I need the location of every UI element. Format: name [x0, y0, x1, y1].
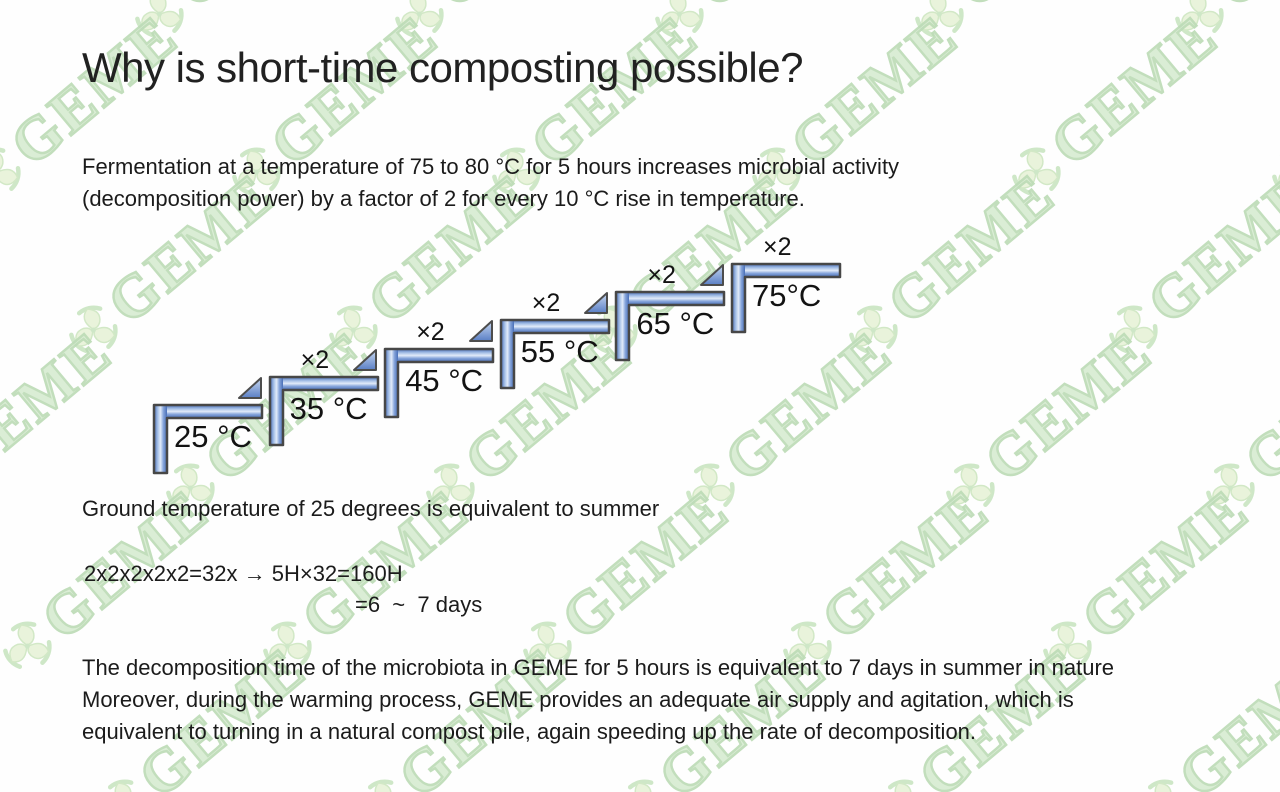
- geme-logo-icon: [849, 305, 898, 353]
- multiplier-label: ×2: [300, 345, 330, 374]
- watermark-stamp: GEME: [477, 1, 711, 212]
- staircase-step-shape: [383, 347, 495, 418]
- watermark-stamp: GEME: [314, 159, 548, 370]
- watermark-stamp: GEME: [411, 317, 645, 528]
- temperature-label: 45 °C: [405, 362, 484, 398]
- geme-logo-icon: [1012, 147, 1061, 195]
- staircase-step-shape: [268, 375, 379, 447]
- geme-logo-icon: [752, 147, 801, 195]
- watermark-stamp: GEME: [768, 475, 1002, 686]
- watermark-stamp: GEME: [1125, 633, 1280, 792]
- multiplier-label: ×2: [763, 233, 792, 261]
- multiplier-label: ×2: [531, 289, 561, 318]
- ground-temperature-note: Ground temperature of 25 degrees is equi…: [82, 496, 660, 521]
- geme-logo-icon: [166, 463, 215, 511]
- temperature-label: 25 °C: [174, 419, 252, 454]
- geme-logo-icon: [0, 147, 21, 191]
- temperature-label: 75°C: [752, 278, 822, 313]
- geme-logo-icon: [655, 0, 704, 37]
- watermark-stamp: GEME: [0, 475, 222, 686]
- watermark-stamp: GEME: [1191, 317, 1280, 528]
- watermark-stamp: GEME: [1160, 0, 1280, 54]
- geme-logo-icon: [263, 621, 312, 669]
- staircase-step-shape: [615, 290, 726, 362]
- watermark-stamp: GEME: [508, 475, 742, 686]
- watermark-stamp: GEME: [834, 159, 1068, 370]
- step-up-triangle-icon: [237, 376, 262, 399]
- watermark-stamp: GEME: [248, 475, 482, 686]
- watermark-stamp: GEME: [605, 633, 839, 792]
- geme-logo-icon: [1147, 779, 1174, 792]
- step-up-triangle-icon: [584, 292, 609, 315]
- geme-logo-icon: [946, 463, 995, 511]
- intro-paragraph: Fermentation at a temperature of 75 to 8…: [82, 151, 899, 215]
- conclusion-line-2: Moreover, during the warming process, GE…: [82, 687, 1074, 712]
- temperature-label: 35 °C: [289, 390, 368, 426]
- geme-logo-icon: [1175, 0, 1224, 37]
- multiplier-label: ×2: [647, 261, 676, 290]
- geme-logo-icon: [329, 305, 378, 353]
- conclusion-paragraph: The decomposition time of the microbiota…: [82, 652, 1114, 748]
- staircase-step-shape: [499, 319, 611, 390]
- watermark-stamp: GEME: [54, 159, 288, 370]
- geme-logo-icon: [395, 0, 444, 37]
- watermark-stamp: GEME: [737, 1, 971, 212]
- staircase-step-shape: [152, 403, 264, 475]
- conclusion-line-3: equivalent to turning in a natural compo…: [82, 719, 977, 744]
- geme-logo-icon: [135, 0, 184, 37]
- step-up-triangle-icon: [700, 264, 724, 286]
- watermark-stamp: GEME: [1028, 475, 1262, 686]
- staircase-step-shape: [730, 262, 842, 334]
- geme-logo-icon: [367, 779, 394, 792]
- temperature-label: 65 °C: [636, 306, 715, 342]
- slide-title: Why is short-time composting possible?: [82, 44, 803, 91]
- geme-logo-icon: [232, 147, 281, 195]
- intro-line-2: (decomposition power) by a factor of 2 f…: [82, 186, 805, 211]
- geme-logo-icon: [783, 621, 832, 669]
- watermark-stamp: GEME: [345, 633, 579, 792]
- geme-logo-icon: [523, 621, 572, 669]
- watermark-stamp: GEME: [380, 0, 614, 54]
- watermark-stamp: GEME: [151, 317, 385, 528]
- step-up-triangle-icon: [353, 348, 378, 371]
- step-up-triangle-icon: [468, 320, 493, 343]
- geme-logo-icon: [107, 779, 134, 792]
- geme-logo-icon: [1043, 621, 1092, 669]
- watermark-stamp: GEME: [997, 1, 1231, 212]
- geme-logo-icon: [3, 621, 52, 669]
- geme-logo-icon: [69, 305, 118, 353]
- watermark-stamp: GEME: [120, 0, 354, 54]
- watermark-stamp: GEME: [640, 0, 874, 54]
- geme-logo-icon: [915, 0, 964, 37]
- watermark-stamp: GEME: [217, 1, 451, 212]
- geme-logo-icon: [627, 779, 654, 792]
- geme-logo-icon: [492, 147, 541, 195]
- geme-logo-icon: [686, 463, 735, 511]
- calculation-line-1: 2x2x2x2x2=32x → 5H×32=160H: [84, 561, 403, 586]
- geme-logo-icon: [887, 779, 914, 792]
- watermark-stamp: GEME: [900, 0, 1134, 54]
- multiplier-label: ×2: [416, 317, 445, 346]
- temperature-label: 55 °C: [520, 334, 599, 370]
- watermark-stamp: GEME: [85, 633, 319, 792]
- watermark-stamp: GEME: [0, 1, 191, 212]
- intro-line-1: Fermentation at a temperature of 75 to 8…: [82, 154, 900, 179]
- watermark-stamp: GEME: [671, 317, 905, 528]
- watermark-stamp: GEME: [1094, 159, 1280, 370]
- watermark-stamp: GEME: [865, 633, 1099, 792]
- geme-logo-icon: [1206, 463, 1255, 511]
- geme-logo-icon: [426, 463, 475, 511]
- watermark-stamp: GEME: [931, 317, 1165, 528]
- calculation-line-2: =6 ~ 7 days: [355, 592, 483, 617]
- geme-logo-icon: [1109, 305, 1158, 353]
- conclusion-line-1: The decomposition time of the microbiota…: [82, 655, 1115, 680]
